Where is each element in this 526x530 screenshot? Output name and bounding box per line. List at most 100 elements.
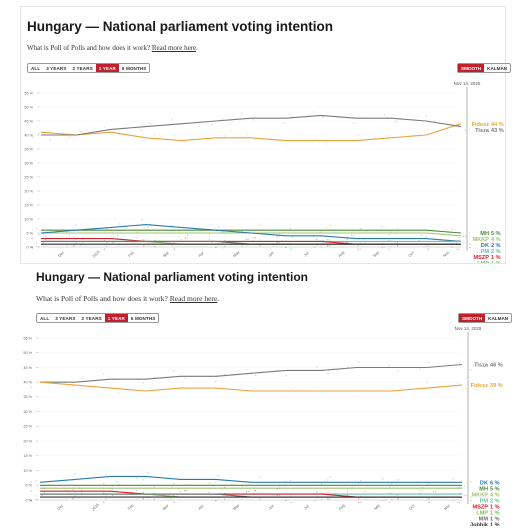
range-2y-button[interactable]: 2 YEARS xyxy=(81,315,102,321)
poll-dot xyxy=(359,227,362,230)
poll-dot xyxy=(173,134,176,137)
poll-dot xyxy=(171,225,173,227)
poll-dot xyxy=(81,130,84,133)
y-tick-label: 10 % xyxy=(23,469,32,473)
y-tick-label: 45 % xyxy=(23,366,32,370)
poll-dot xyxy=(451,228,453,231)
poll-dot xyxy=(458,236,460,239)
y-tick-label: 15 % xyxy=(24,203,33,207)
poll-dot xyxy=(259,245,261,247)
date-marker-label: Nov 14, 2025 xyxy=(454,81,481,86)
poll-dot xyxy=(254,237,257,239)
poll-dot xyxy=(208,239,211,241)
poll-dot xyxy=(75,239,77,241)
poll-dot xyxy=(396,241,399,244)
poll-dot xyxy=(241,230,243,233)
poll-dot xyxy=(384,386,386,389)
range-2y-button[interactable]: 2 YEARS xyxy=(72,65,93,71)
poll-dot xyxy=(66,245,68,248)
poll-dot xyxy=(186,234,189,236)
kalman-button[interactable]: KALMAN xyxy=(488,315,509,321)
poll-dot xyxy=(179,491,182,493)
poll-dot xyxy=(327,491,329,494)
poll-dot xyxy=(171,382,173,384)
poll-dot xyxy=(30,499,32,502)
range-6m-button[interactable]: 6 MONTHS xyxy=(121,65,147,71)
poll-dot xyxy=(254,237,257,239)
read-more-link[interactable]: Read more here xyxy=(151,44,197,52)
poll-dot xyxy=(171,245,173,247)
poll-dot xyxy=(147,226,149,228)
y-tick-label: 5 % xyxy=(26,231,33,235)
poll-dot xyxy=(171,498,173,500)
poll-dot xyxy=(173,248,176,250)
line-chart-top: 0 % 5 % 10 % 15 % 20 % 25 % 30 % 35 % 40 % 45 % 50… xyxy=(24,81,504,263)
poll-dot xyxy=(421,489,424,492)
poll-dot xyxy=(464,129,467,131)
poll-dot xyxy=(184,237,187,239)
range-3y-button[interactable]: 3 YEARS xyxy=(55,315,76,321)
poll-dot xyxy=(143,140,145,142)
x-tick-label: 2025 xyxy=(91,503,100,512)
range-1y-button[interactable]: 1 YEAR xyxy=(95,64,119,72)
poll-dot xyxy=(103,248,106,250)
poll-dot xyxy=(397,494,399,496)
poll-dot xyxy=(289,501,292,504)
poll-dot xyxy=(276,235,278,238)
poll-dot xyxy=(320,498,323,501)
poll-dot xyxy=(116,489,118,492)
poll-dot xyxy=(245,238,248,240)
read-more-link[interactable]: Read more here xyxy=(169,294,218,303)
series-line xyxy=(41,114,462,136)
poll-dot xyxy=(210,494,213,496)
series-name-label: MSZP xyxy=(472,504,488,510)
poll-dot xyxy=(153,498,155,501)
range-3y-button[interactable]: 3 YEARS xyxy=(46,65,67,71)
poll-dot xyxy=(458,248,460,250)
poll-dot xyxy=(452,499,454,502)
series-name-label: DK xyxy=(480,480,488,486)
range-all-button[interactable]: ALL xyxy=(40,315,50,321)
poll-dot xyxy=(142,491,144,494)
poll-dot xyxy=(329,498,331,500)
poll-dot xyxy=(390,231,392,233)
poll-dot xyxy=(254,489,257,492)
poll-dot xyxy=(75,242,77,244)
poll-dot xyxy=(140,482,142,484)
poll-dot xyxy=(426,498,428,500)
series-line xyxy=(40,363,463,383)
poll-dot xyxy=(38,233,40,236)
smooth-button[interactable]: SMOOTH xyxy=(458,64,485,72)
poll-dot xyxy=(68,234,71,236)
smooth-button[interactable]: SMOOTH xyxy=(459,314,486,322)
range-6m-button[interactable]: 6 MONTHS xyxy=(130,315,156,321)
poll-dot xyxy=(283,395,285,398)
range-all-button[interactable]: ALL xyxy=(31,65,41,71)
poll-dot xyxy=(388,364,391,367)
poll-dot xyxy=(37,498,39,501)
poll-dot xyxy=(34,498,37,501)
subtitle: What is Poll of Polls and how does it wo… xyxy=(36,294,219,303)
poll-dot xyxy=(353,122,355,124)
series-name-label: PM xyxy=(480,498,489,504)
poll-dot xyxy=(364,491,366,493)
poll-dot xyxy=(154,135,156,137)
poll-dot xyxy=(67,386,70,388)
poll-dot xyxy=(116,237,119,239)
y-tick-label: 20 % xyxy=(24,189,33,193)
range-1y-button[interactable]: 1 YEAR xyxy=(104,314,128,322)
poll-dot xyxy=(428,501,430,504)
poll-dot xyxy=(463,485,465,487)
poll-dot xyxy=(184,141,187,143)
poll-dot xyxy=(210,390,213,393)
poll-dot xyxy=(395,494,397,496)
series-name-label: LMP xyxy=(476,510,488,516)
kalman-button[interactable]: KALMAN xyxy=(487,65,508,71)
series-value-label: 5 % xyxy=(490,486,500,492)
poll-dot xyxy=(427,248,429,250)
poll-dot xyxy=(418,135,421,138)
poll-dot xyxy=(456,501,459,504)
poll-dot xyxy=(390,498,393,501)
series-value-label: 44 % xyxy=(491,122,504,128)
poll-dot xyxy=(154,245,156,248)
